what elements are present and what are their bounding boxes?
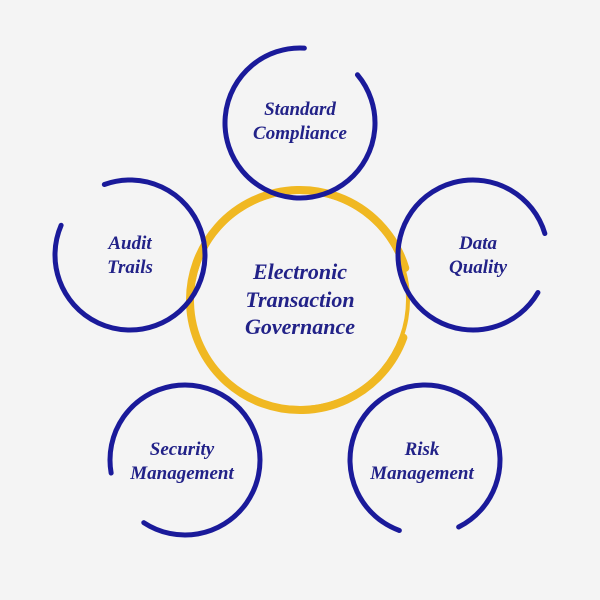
node-audit-trails-label: Audit Trails xyxy=(60,232,200,280)
center-label: Electronic Transaction Governance xyxy=(200,258,400,341)
node-data-quality-label: Data Quality xyxy=(408,232,548,280)
node-security-management-label: Security Management xyxy=(112,438,252,486)
node-risk-management-label: Risk Management xyxy=(352,438,492,486)
radial-diagram: Electronic Transaction Governance Standa… xyxy=(0,0,600,600)
node-standard-compliance-label: Standard Compliance xyxy=(230,98,370,146)
